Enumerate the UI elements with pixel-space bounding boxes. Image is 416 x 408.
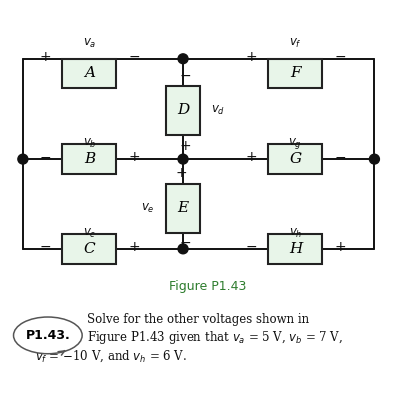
FancyBboxPatch shape xyxy=(166,184,200,233)
Text: +: + xyxy=(128,151,140,164)
FancyBboxPatch shape xyxy=(62,144,116,174)
Text: −: − xyxy=(39,240,51,254)
Text: −: − xyxy=(334,50,346,64)
FancyBboxPatch shape xyxy=(62,59,116,88)
Text: +: + xyxy=(175,166,187,180)
Circle shape xyxy=(178,54,188,64)
FancyBboxPatch shape xyxy=(166,86,200,135)
Text: $v_c$: $v_c$ xyxy=(83,227,96,240)
Text: P1.43.: P1.43. xyxy=(25,329,70,342)
Ellipse shape xyxy=(14,317,82,354)
Text: Figure P1.43 given that $v_a$ = 5 V, $v_b$ = 7 V,: Figure P1.43 given that $v_a$ = 5 V, $v_… xyxy=(87,329,343,346)
Text: $v_b$: $v_b$ xyxy=(82,137,97,150)
FancyBboxPatch shape xyxy=(268,59,322,88)
Text: −: − xyxy=(179,69,191,82)
Text: $v_a$: $v_a$ xyxy=(83,37,96,50)
Text: G: G xyxy=(289,152,302,166)
Circle shape xyxy=(18,154,28,164)
Text: D: D xyxy=(177,103,189,117)
Polygon shape xyxy=(58,351,64,355)
Text: −: − xyxy=(334,151,346,164)
FancyBboxPatch shape xyxy=(62,234,116,264)
Text: B: B xyxy=(84,152,95,166)
Circle shape xyxy=(178,244,188,254)
Text: +: + xyxy=(334,240,346,254)
Text: $v_d$: $v_d$ xyxy=(211,104,225,117)
Text: −: − xyxy=(39,151,51,164)
Text: $v_h$: $v_h$ xyxy=(289,227,302,240)
FancyBboxPatch shape xyxy=(268,234,322,264)
Text: +: + xyxy=(179,139,191,153)
Text: +: + xyxy=(128,240,140,254)
Text: A: A xyxy=(84,67,95,80)
Text: −: − xyxy=(245,240,257,254)
Text: +: + xyxy=(245,50,257,64)
FancyBboxPatch shape xyxy=(268,144,322,174)
Text: $v_e$: $v_e$ xyxy=(141,202,154,215)
Text: $v_f$: $v_f$ xyxy=(289,37,302,50)
Text: $v_f$ = $-$10 V, and $v_h$ = 6 V.: $v_f$ = $-$10 V, and $v_h$ = 6 V. xyxy=(35,348,187,364)
Text: −: − xyxy=(128,50,140,64)
Text: $v_g$: $v_g$ xyxy=(288,136,302,151)
Text: +: + xyxy=(39,50,51,64)
Text: F: F xyxy=(290,67,301,80)
Text: Figure P1.43: Figure P1.43 xyxy=(169,280,247,293)
Text: H: H xyxy=(289,242,302,256)
Text: +: + xyxy=(245,151,257,164)
Text: −: − xyxy=(179,236,191,250)
Circle shape xyxy=(178,154,188,164)
Text: Solve for the other voltages shown in: Solve for the other voltages shown in xyxy=(87,313,310,326)
Text: E: E xyxy=(178,201,188,215)
Circle shape xyxy=(369,154,379,164)
Text: C: C xyxy=(84,242,95,256)
